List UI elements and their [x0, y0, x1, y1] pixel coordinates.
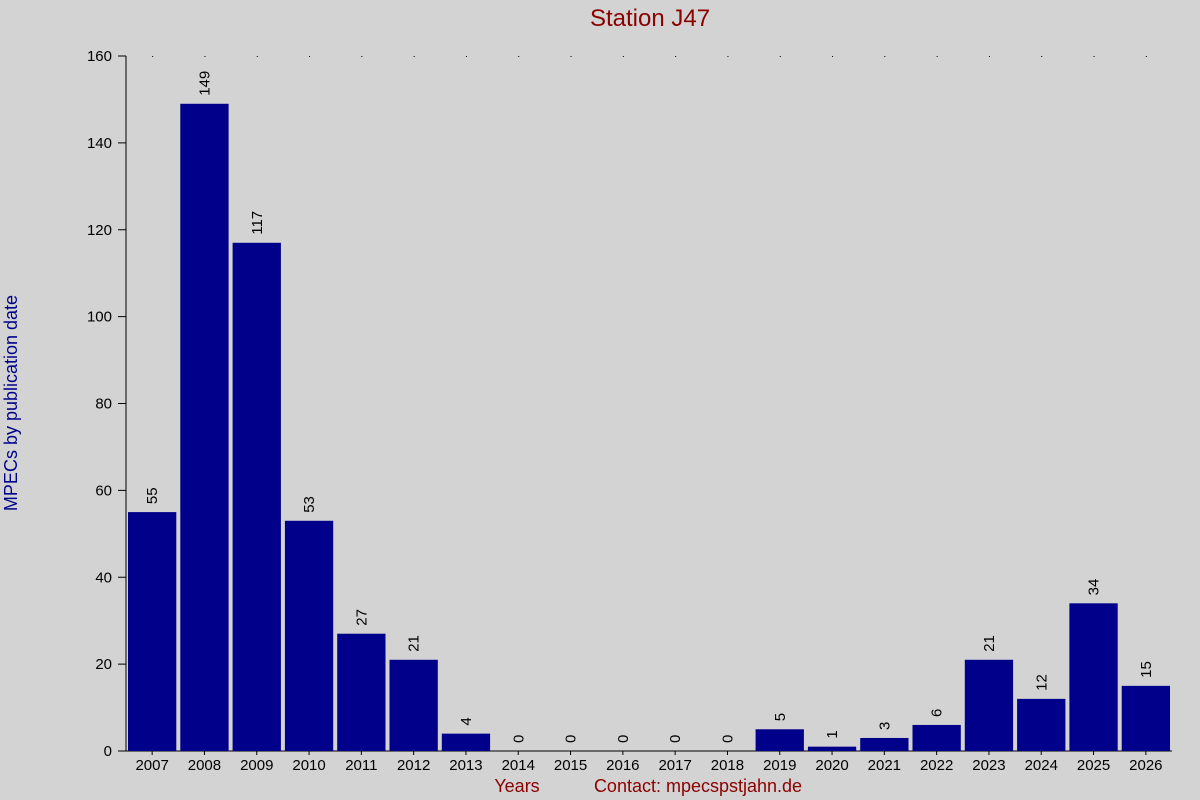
x-tick-label: 2012 [397, 757, 430, 774]
y-tick-label: 40 [95, 569, 112, 586]
bar [389, 659, 438, 751]
contact-text: Contact: mpecspstjahn.de [594, 776, 802, 796]
data-label: 3 [876, 722, 893, 730]
bar [284, 520, 334, 751]
x-tick-label: 2008 [188, 757, 221, 774]
data-label: 0 [510, 735, 527, 743]
y-tick-label: 20 [95, 656, 112, 673]
x-tick-label: 2011 [345, 757, 377, 774]
top-marker [675, 56, 677, 57]
data-label: 0 [667, 735, 684, 743]
y-tick-label: 140 [87, 135, 112, 152]
bar [1017, 698, 1066, 751]
y-tick-label: 120 [87, 222, 112, 239]
bar [232, 242, 281, 751]
x-tick-label: 2014 [502, 757, 535, 774]
top-marker [309, 56, 311, 57]
top-marker [779, 56, 781, 57]
x-tick-label: 2026 [1129, 757, 1162, 774]
bar [807, 746, 857, 751]
top-marker [832, 56, 834, 57]
bar [128, 512, 177, 751]
data-label: 21 [981, 635, 998, 652]
y-tick-label: 60 [95, 482, 112, 499]
top-marker [518, 56, 520, 57]
data-label: 5 [772, 713, 789, 721]
bar [337, 633, 386, 751]
top-marker [622, 56, 624, 57]
x-tick-label: 2013 [449, 757, 482, 774]
data-label: 117 [249, 211, 266, 235]
x-axis-label: Years [494, 776, 539, 796]
data-label: 4 [458, 717, 475, 725]
data-label: 55 [144, 487, 161, 504]
data-label: 12 [1033, 674, 1050, 691]
top-marker [204, 56, 206, 57]
x-tick-label: 2022 [920, 757, 953, 774]
chart-title: Station J47 [590, 5, 710, 32]
x-tick-label: 2023 [972, 757, 1005, 774]
bars [128, 103, 1170, 751]
data-label: 34 [1086, 579, 1103, 596]
top-marker [570, 56, 572, 57]
top-marker [1093, 56, 1095, 57]
y-tick-label: 0 [104, 743, 112, 760]
x-tick-label: 2024 [1025, 757, 1058, 774]
x-tick-label: 2021 [868, 757, 901, 774]
top-marker [1145, 56, 1147, 57]
top-marker [936, 56, 938, 57]
bar [964, 659, 1014, 751]
y-tick-label: 80 [95, 396, 112, 413]
x-tick-label: 2025 [1077, 757, 1110, 774]
data-label: 21 [406, 635, 423, 652]
data-label: 15 [1138, 661, 1155, 678]
bar [441, 733, 491, 751]
x-tick-label: 2016 [606, 757, 639, 774]
top-marker [413, 56, 415, 57]
top-marker [988, 56, 990, 57]
bar [1069, 603, 1118, 751]
x-tick-label: 2020 [815, 757, 848, 774]
data-label: 27 [353, 609, 370, 626]
x-tick-label: 2017 [658, 757, 691, 774]
top-marker [256, 56, 258, 57]
top-marker [884, 56, 886, 57]
x-tick-label: 2018 [711, 757, 744, 774]
bar [912, 724, 961, 751]
data-label: 149 [196, 71, 213, 96]
data-label: 0 [563, 735, 580, 743]
bar [180, 103, 229, 751]
y-axis-label: MPECs by publication date [1, 295, 21, 511]
top-marker [1041, 56, 1043, 57]
data-label: 6 [929, 709, 946, 717]
data-label: 0 [719, 735, 736, 743]
y-tick-label: 160 [87, 48, 112, 65]
data-labels: 55 149 117 53 27 21 4 0 0 0 0 0 5 1 3 6 21 12 34 15 [144, 71, 1155, 743]
data-label: 53 [301, 496, 318, 513]
top-marker [152, 56, 154, 57]
bar [1121, 685, 1170, 751]
bar [755, 729, 804, 751]
data-label: 1 [824, 730, 841, 738]
x-tick-label: 2007 [135, 757, 168, 774]
x-tick-label: 2010 [292, 757, 325, 774]
data-label: 0 [615, 735, 632, 743]
top-marker [727, 56, 729, 57]
top-marker [465, 56, 467, 57]
y-tick-label: 100 [87, 309, 112, 326]
bar [860, 737, 909, 751]
x-tick-label: 2019 [763, 757, 796, 774]
top-marker [361, 56, 363, 57]
x-tick-label: 2009 [240, 757, 273, 774]
x-tick-label: 2015 [554, 757, 587, 774]
